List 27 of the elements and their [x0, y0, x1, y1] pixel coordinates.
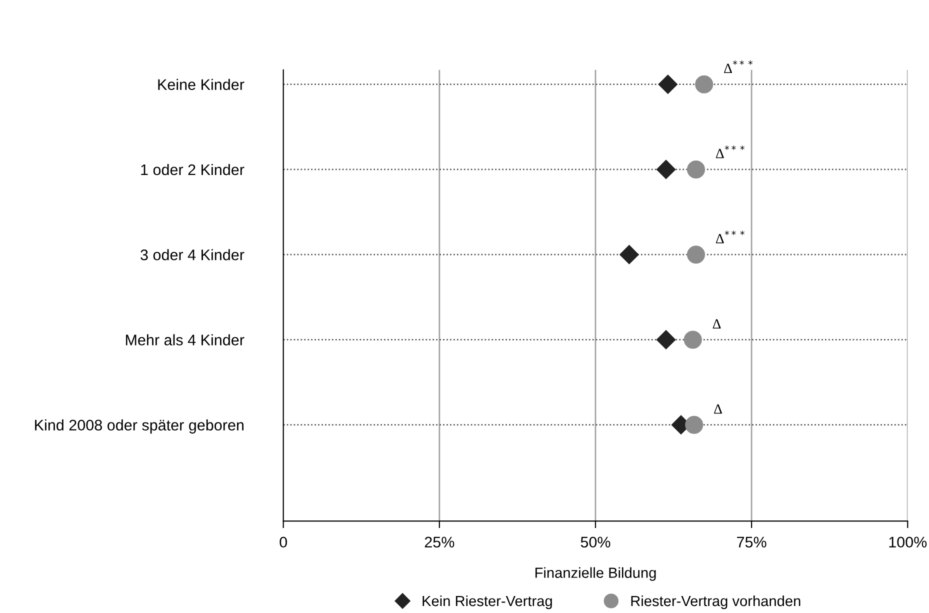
point: [686, 160, 706, 179]
point: [658, 74, 678, 94]
y-tick-label: 3 oder 4 Kinder: [140, 249, 244, 260]
y-tick-label: 1 oder 2 Kinder: [141, 164, 244, 176]
x-tick-label: 75%: [737, 536, 766, 548]
annotation: Δ$^{***}$: [716, 230, 744, 244]
point: [620, 245, 639, 264]
x-tick-label: 25%: [424, 536, 454, 548]
y-tick-label: Keine Kinder: [158, 78, 244, 90]
y-tick-label: Mehr als 4 Kinder: [126, 334, 244, 346]
legend-label: Riester-Vertrag vorhanden: [631, 595, 800, 610]
point: [656, 160, 676, 180]
y-tick-label: Kind 2008 oder später geboren: [35, 419, 244, 434]
annotation: Δ: [712, 319, 721, 328]
point: [656, 330, 676, 350]
annotation: Δ$^{***}$: [724, 60, 753, 73]
annotation: Δ$^{***}$: [716, 146, 744, 158]
point: [695, 75, 714, 94]
annotation: Δ: [714, 404, 722, 414]
x-tick-label: 0: [280, 536, 287, 548]
x-tick-label: 50%: [580, 536, 610, 548]
x-axis-title: Finanzielle Bildung: [535, 567, 656, 581]
point: [686, 246, 706, 264]
point: [684, 330, 702, 349]
x-tick-label: 100%: [889, 536, 927, 548]
legend-label: Kein Riester-Vertrag: [422, 595, 552, 610]
point: [685, 416, 704, 434]
